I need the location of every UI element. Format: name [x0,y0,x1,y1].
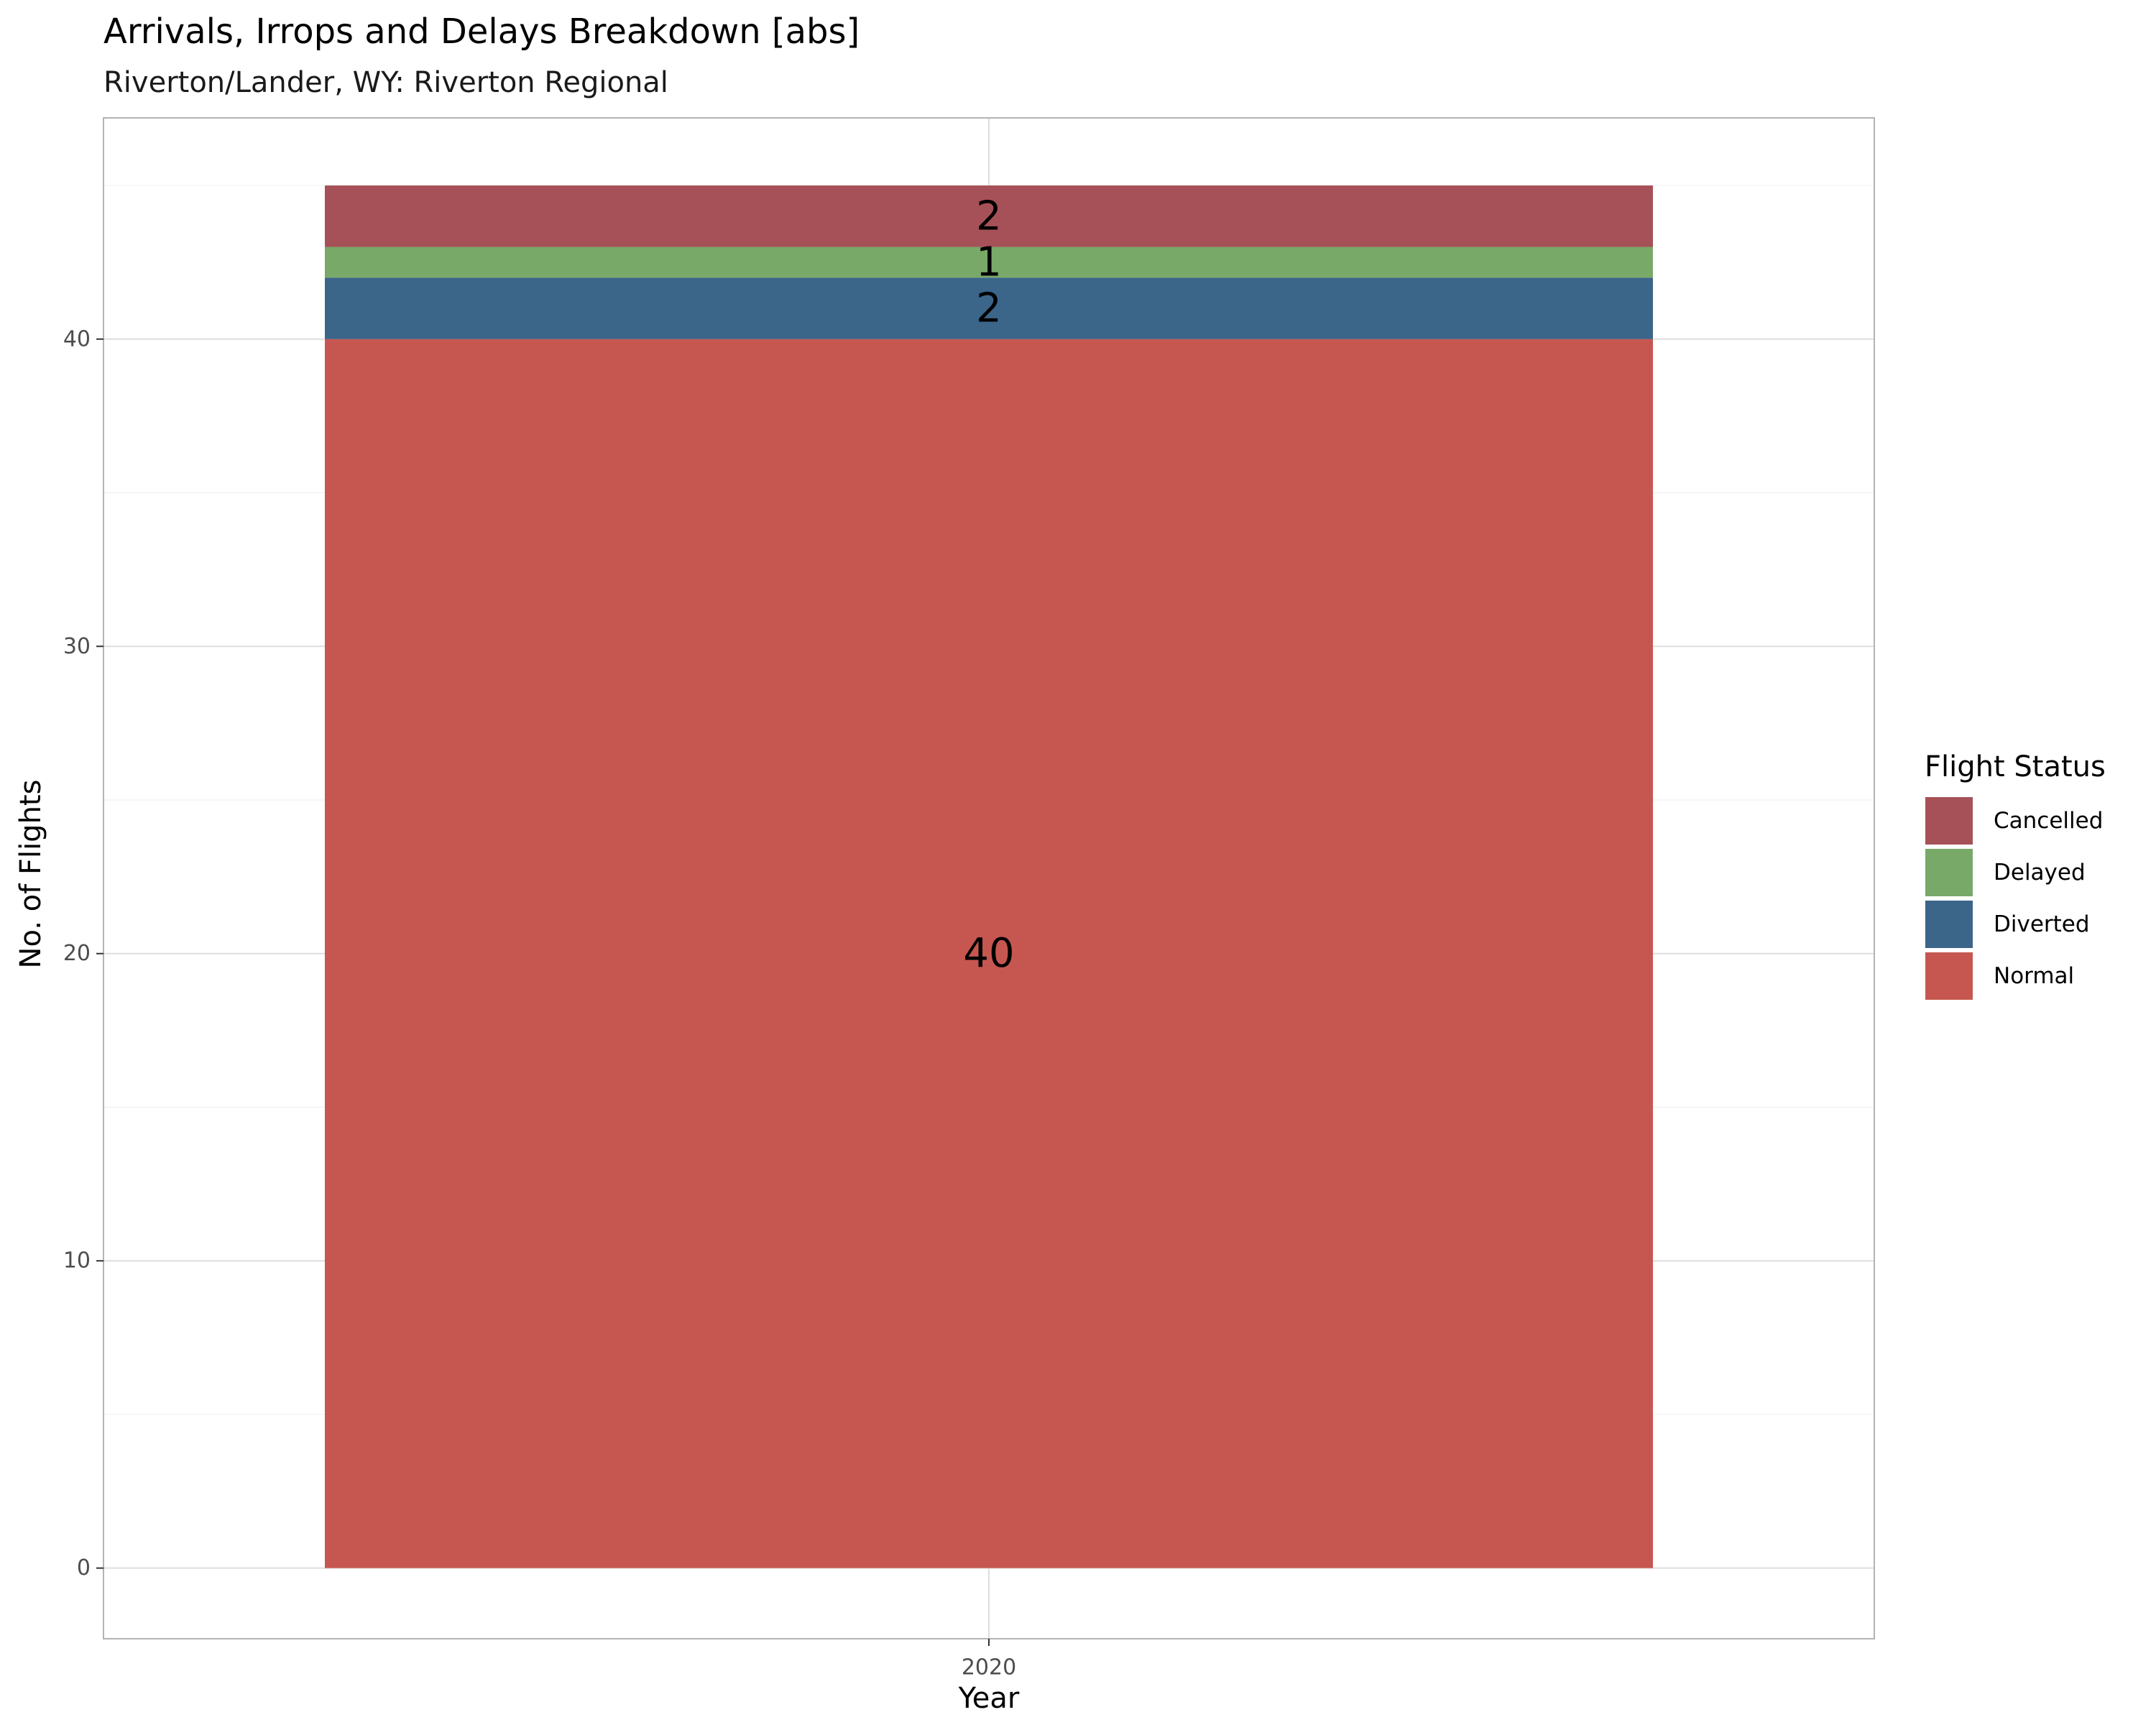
y-tick-label: 0 [77,1555,91,1581]
bar-label-diverted: 2 [976,285,1002,332]
bar-label-cancelled: 2 [976,193,1002,239]
bar-label-delayed: 1 [976,239,1002,285]
bar-labels: 40 212 [963,193,1014,977]
legend-label-cancelled: Cancelled [1994,808,2103,834]
y-tick-label: 20 [63,941,91,966]
y-tick-label: 40 [63,326,91,351]
legend-key-cancelled [1924,796,1974,846]
legend: Flight Status Cancelled Delayed Diverted No… [1924,750,2106,1001]
bars [325,185,1653,1568]
chart-title: Arrivals, Irrops and Delays Breakdown [a… [103,12,860,52]
bar-delayed-2020 [325,247,1653,278]
bar-cancelled-2020 [325,185,1653,247]
x-tick-label: 2020 [962,1655,1016,1680]
chart-subtitle: Riverton/Lander, WY: Riverton Regional [103,66,668,99]
bar-label-normal: 40 [963,930,1014,977]
x-axis: 2020 [962,1639,1016,1680]
legend-items: Cancelled Delayed Diverted Normal [1924,796,2103,1001]
y-tick-label: 10 [63,1248,91,1274]
legend-label-diverted: Diverted [1994,911,2090,937]
y-axis-title: No. of Flights [14,780,47,969]
y-axis: 0 10 20 30 40 [63,326,103,1581]
legend-label-normal: Normal [1994,963,2074,989]
legend-key-normal [1924,951,1974,1001]
legend-key-diverted [1924,899,1974,949]
bar-normal-2020 [325,339,1653,1568]
legend-label-delayed: Delayed [1994,860,2086,886]
bar-diverted-2020 [325,277,1653,339]
legend-title: Flight Status [1925,750,2106,783]
x-axis-title: Year [958,1682,1020,1715]
legend-key-delayed [1924,847,1974,898]
y-tick-label: 30 [63,634,91,659]
